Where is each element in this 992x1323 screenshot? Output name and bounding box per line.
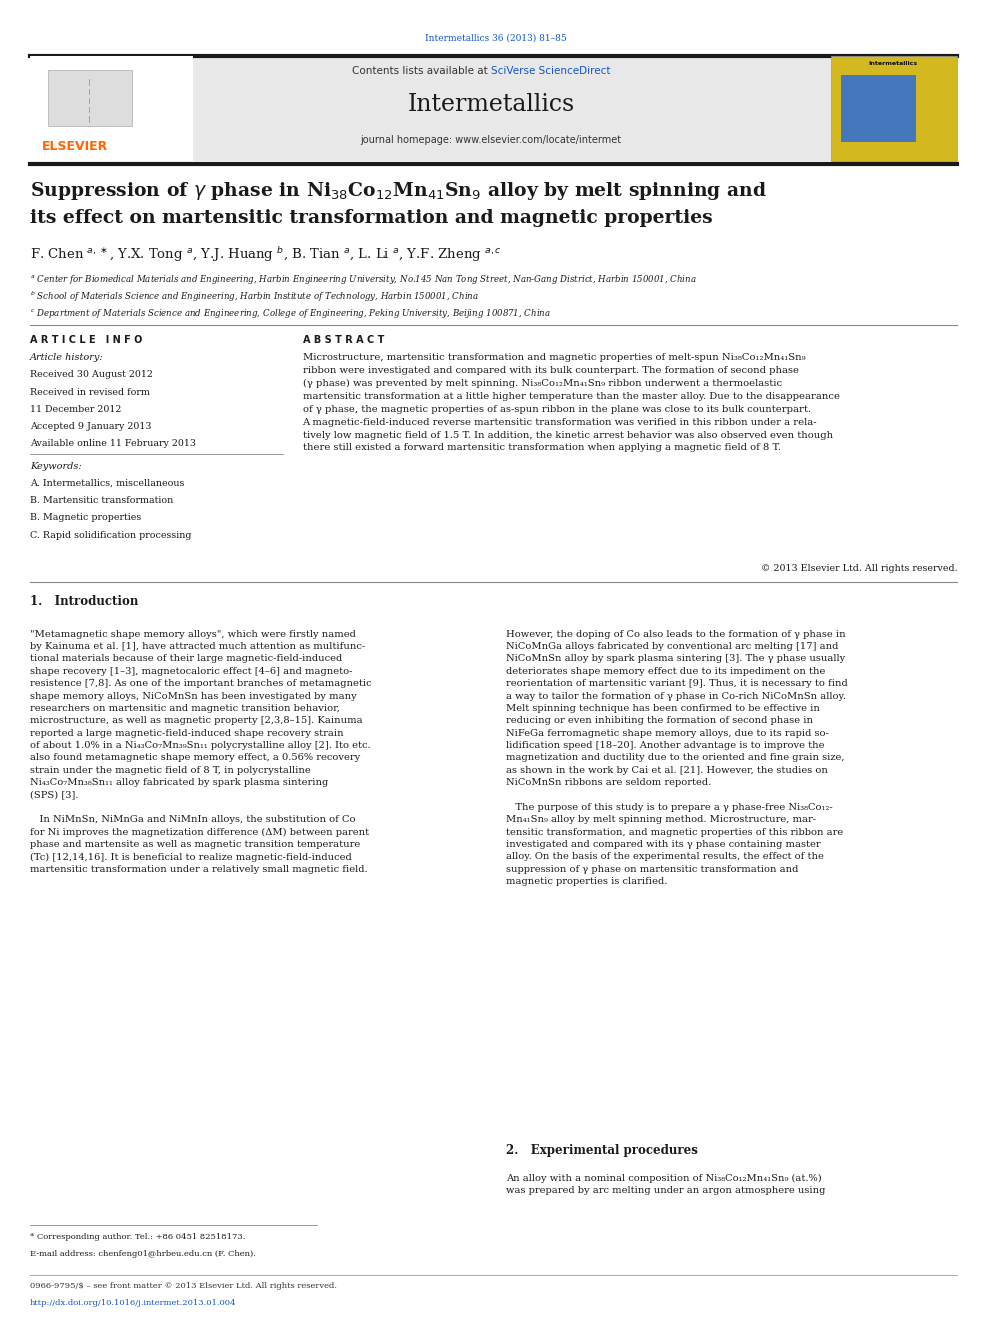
Text: 0966-9795/$ – see front matter © 2013 Elsevier Ltd. All rights reserved.: 0966-9795/$ – see front matter © 2013 El… [30,1282,336,1290]
Text: Accepted 9 January 2013: Accepted 9 January 2013 [30,422,151,431]
Text: F. Chen $^{a,\ast}$, Y.X. Tong $^{a}$, Y.J. Huang $^{b}$, B. Tian $^{a}$, L. Li : F. Chen $^{a,\ast}$, Y.X. Tong $^{a}$, Y… [30,245,502,263]
Bar [841,75,916,142]
Text: ELSEVIER: ELSEVIER [42,140,108,153]
Text: $^{b}$ School of Materials Science and Engineering, Harbin Institute of Technolo: $^{b}$ School of Materials Science and E… [30,290,479,304]
Text: E-mail address: chenfeng01@hrbeu.edu.cn (F. Chen).: E-mail address: chenfeng01@hrbeu.edu.cn … [30,1250,256,1258]
Text: $^{a}$ Center for Biomedical Materials and Engineering, Harbin Engineering Unive: $^{a}$ Center for Biomedical Materials a… [30,273,696,286]
Text: Received in revised form: Received in revised form [30,388,150,397]
Text: $^{c}$ Department of Materials Science and Engineering, College of Engineering, : $^{c}$ Department of Materials Science a… [30,307,551,320]
Bar [30,56,193,161]
Text: B. Magnetic properties: B. Magnetic properties [30,513,141,523]
Text: © 2013 Elsevier Ltd. All rights reserved.: © 2013 Elsevier Ltd. All rights reserved… [761,564,957,573]
Text: 11 December 2012: 11 December 2012 [30,405,121,414]
Text: C. Rapid solidification processing: C. Rapid solidification processing [30,531,191,540]
Text: B. Martensitic transformation: B. Martensitic transformation [30,496,173,505]
Bar [48,70,132,126]
Text: 1.   Introduction: 1. Introduction [30,595,138,609]
Text: A R T I C L E   I N F O: A R T I C L E I N F O [30,335,142,345]
Text: Intermetallics: Intermetallics [408,93,574,115]
Text: http://dx.doi.org/10.1016/j.intermet.2013.01.004: http://dx.doi.org/10.1016/j.intermet.201… [30,1299,236,1307]
Text: Microstructure, martensitic transformation and magnetic properties of melt-spun : Microstructure, martensitic transformati… [303,353,839,452]
Text: Intermetallics 36 (2013) 81–85: Intermetallics 36 (2013) 81–85 [426,33,566,42]
Text: journal homepage: www.elsevier.com/locate/intermet: journal homepage: www.elsevier.com/locat… [360,135,622,146]
Text: Contents lists available at: Contents lists available at [352,66,491,77]
Text: Article history:: Article history: [30,353,103,363]
Text: An alloy with a nominal composition of Ni₃₈Co₁₂Mn₄₁Sn₉ (at.%)
was prepared by ar: An alloy with a nominal composition of N… [506,1174,825,1195]
Bar [30,56,957,161]
Text: "Metamagnetic shape memory alloys", which were firstly named
by Kainuma et al. [: "Metamagnetic shape memory alloys", whic… [30,630,371,875]
Bar [831,56,957,161]
Text: * Corresponding author. Tel.: +86 0451 82518173.: * Corresponding author. Tel.: +86 0451 8… [30,1233,245,1241]
Text: A B S T R A C T: A B S T R A C T [303,335,384,345]
Text: A. Intermetallics, miscellaneous: A. Intermetallics, miscellaneous [30,479,185,488]
Text: 2.   Experimental procedures: 2. Experimental procedures [506,1144,697,1158]
Text: Intermetallics: Intermetallics [868,61,918,66]
Text: However, the doping of Co also leads to the formation of γ phase in
NiCoMnGa all: However, the doping of Co also leads to … [506,630,848,886]
Text: Suppression of $\gamma$ phase in Ni$_{38}$Co$_{12}$Mn$_{41}$Sn$_{9}$ alloy by me: Suppression of $\gamma$ phase in Ni$_{38… [30,180,767,202]
Text: its effect on martensitic transformation and magnetic properties: its effect on martensitic transformation… [30,209,712,228]
Text: SciVerse ScienceDirect: SciVerse ScienceDirect [491,66,610,77]
Text: Available online 11 February 2013: Available online 11 February 2013 [30,439,195,448]
Text: Received 30 August 2012: Received 30 August 2012 [30,370,153,380]
Text: Keywords:: Keywords: [30,462,81,471]
